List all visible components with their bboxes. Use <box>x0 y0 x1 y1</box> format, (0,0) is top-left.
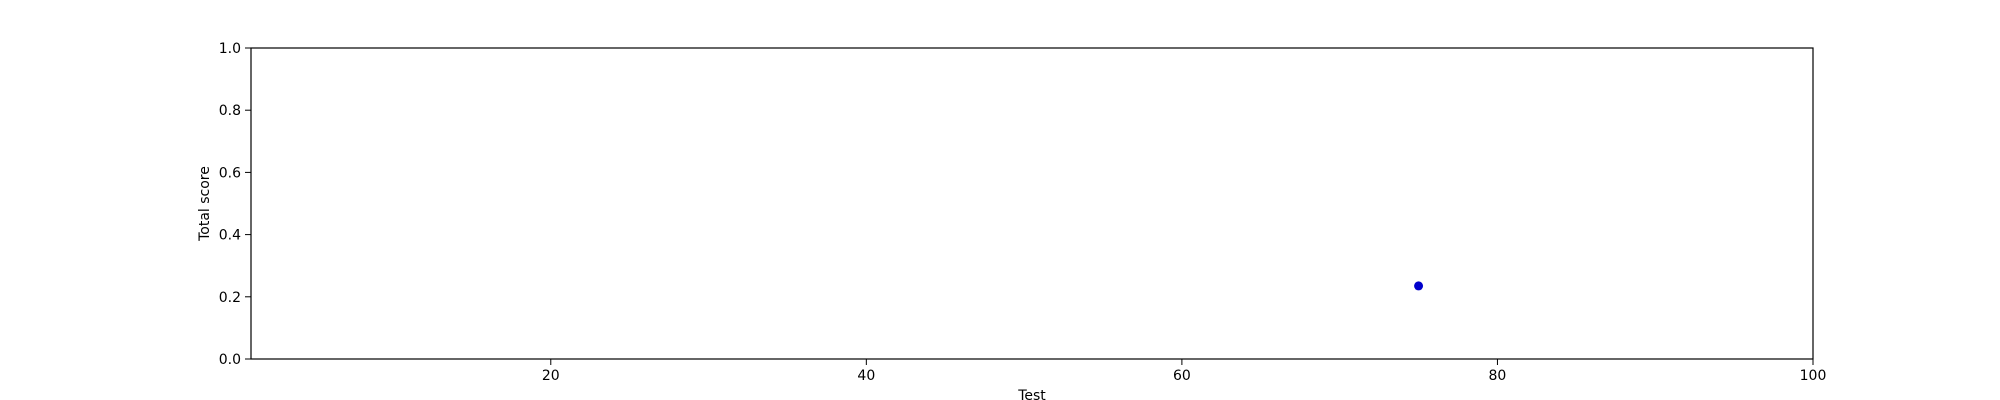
x-axis-ticks: 20 40 60 80 100 <box>542 359 1827 384</box>
x-tick-label: 100 <box>1800 368 1827 384</box>
x-tick-label: 40 <box>857 368 875 384</box>
axes-frame <box>250 47 1814 360</box>
x-tick-label: 60 <box>1173 368 1191 384</box>
y-tick-label: 0.4 <box>219 228 241 244</box>
y-axis-label: Total score <box>197 166 213 242</box>
plot-area <box>250 47 1814 360</box>
x-tick-label: 80 <box>1489 368 1507 384</box>
x-axis-label: Test <box>1017 388 1046 400</box>
scatter-points <box>1414 281 1424 291</box>
y-tick-label: 0.8 <box>219 103 241 119</box>
x-tick-label: 20 <box>542 368 560 384</box>
data-point <box>1414 281 1424 291</box>
y-axis-ticks: 0.0 0.2 0.4 0.6 0.8 1.0 <box>219 41 251 368</box>
y-tick-label: 0.0 <box>219 352 241 368</box>
y-tick-label: 0.6 <box>219 165 241 181</box>
y-tick-label: 0.2 <box>219 290 241 306</box>
y-tick-label: 1.0 <box>219 41 241 57</box>
